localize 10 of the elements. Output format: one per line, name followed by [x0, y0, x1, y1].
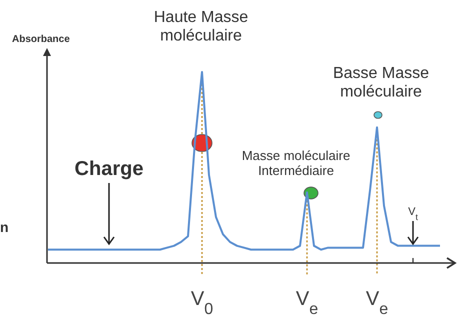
annotation: Masse moléculaire Intermédiaire	[242, 148, 350, 178]
text: Haute Masse moléculaire	[154, 9, 248, 44]
x-tick-label: V$_{0}$	[190, 288, 214, 318]
text: n	[0, 219, 9, 235]
x-tick-label: V$_{e}$	[366, 288, 388, 318]
annotation: Basse Masse moléculaire	[332, 65, 430, 100]
annotation: V$_{t}$	[408, 206, 418, 222]
x-tick-label: V$_{e}$	[296, 288, 318, 318]
y-axis-title: Absorbance	[12, 34, 70, 45]
annotation: Charge	[74, 158, 144, 180]
